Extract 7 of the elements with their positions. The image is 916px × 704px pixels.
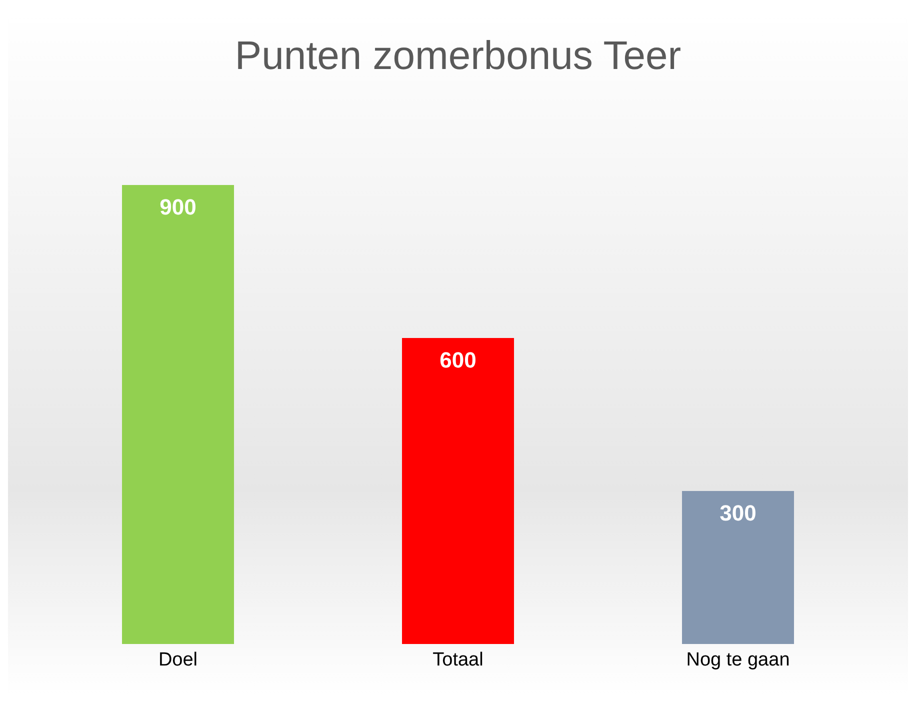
data-label: 900 [160, 194, 196, 220]
x-tick-label: Nog te gaan [686, 649, 790, 670]
chart-title: Punten zomerbonus Teer [234, 33, 682, 80]
data-label: 300 [720, 500, 756, 526]
x-tick-label: Doel [158, 649, 198, 670]
data-label: 600 [440, 348, 476, 373]
x-tick-label: Totaal [432, 649, 484, 670]
